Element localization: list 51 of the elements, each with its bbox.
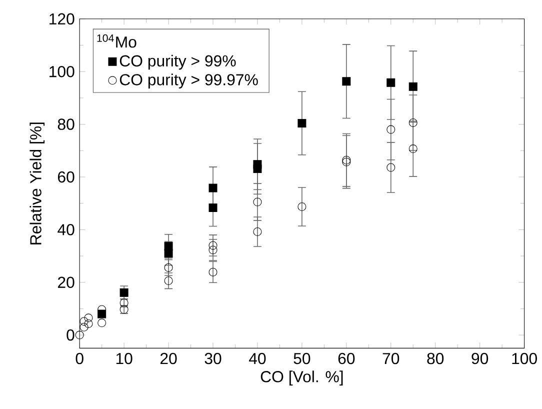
x-tick-label: 90 [472,352,488,364]
point [253,228,262,236]
point [208,184,218,192]
point [80,317,88,326]
legend-title: $^{104}$Mo [97,34,136,48]
legend-label: CO purity > 99.97% [120,74,258,89]
point [208,204,218,212]
y-tick-label: 40 [58,224,74,236]
point [75,330,84,340]
point [98,318,106,328]
point [386,78,396,87]
y-tick-label: 100 [50,66,74,78]
x-axis-title: CO [Vol. %] [260,370,343,386]
point [342,158,351,166]
x-tick-label: 50 [294,352,310,364]
y-tick-label: 20 [58,276,74,288]
point [253,198,262,206]
point [408,144,418,154]
legend-label: CO purity > 99% [120,54,236,70]
point [84,320,93,328]
point [80,322,88,332]
point [408,118,418,127]
point [386,163,396,172]
y-tick-label: 0 [66,329,74,341]
point [386,125,396,134]
point [84,314,93,322]
x-tick-label: 20 [160,352,177,364]
point [408,82,418,91]
point [164,276,173,286]
y-tick-label: 80 [58,118,74,130]
point [342,77,351,86]
point [208,246,218,254]
x-tick-label: 10 [116,352,132,364]
y-axis-title: Relative Yield [%] [30,122,45,244]
y-tick-label: 60 [58,171,74,183]
x-tick-label: 0 [76,352,84,364]
point [253,160,262,169]
x-tick-label: 100 [512,352,537,364]
point [298,202,306,212]
x-tick-label: 40 [248,352,266,364]
x-tick-label: 60 [338,352,355,364]
point [208,268,218,276]
point [164,263,173,272]
x-tick-label: 80 [427,352,444,364]
point [298,119,306,128]
y-tick-label: 120 [50,13,74,25]
x-tick-label: 30 [204,352,222,364]
point [208,241,218,250]
point [164,242,173,251]
x-tick-label: 70 [382,352,400,364]
point [342,156,351,164]
